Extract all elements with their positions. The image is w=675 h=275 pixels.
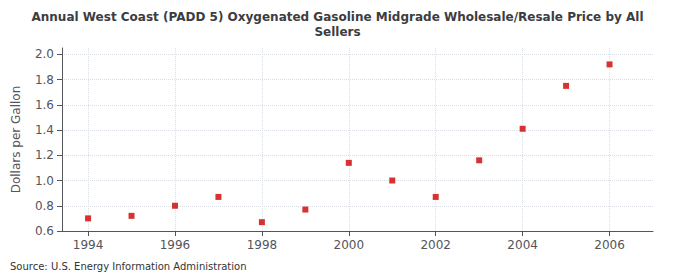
svg-text:1996: 1996	[160, 238, 191, 252]
svg-text:2006: 2006	[594, 238, 625, 252]
svg-text:1998: 1998	[247, 238, 278, 252]
svg-text:Sellers: Sellers	[314, 25, 360, 39]
svg-text:0.8: 0.8	[35, 199, 54, 213]
svg-text:0.6: 0.6	[35, 224, 54, 238]
svg-text:1.0: 1.0	[35, 174, 54, 188]
svg-text:2000: 2000	[334, 238, 365, 252]
svg-text:1.8: 1.8	[35, 73, 54, 87]
svg-text:Source: U.S. Energy Informatio: Source: U.S. Energy Information Administ…	[10, 261, 247, 272]
svg-text:1.4: 1.4	[35, 123, 54, 137]
svg-text:Dollars per Gallon: Dollars per Gallon	[9, 86, 23, 194]
svg-text:2002: 2002	[420, 238, 451, 252]
svg-text:Annual West Coast (PADD 5) Oxy: Annual West Coast (PADD 5) Oxygenated Ga…	[32, 10, 644, 24]
svg-text:1994: 1994	[73, 238, 104, 252]
svg-text:2.0: 2.0	[35, 47, 54, 61]
svg-text:2004: 2004	[507, 238, 538, 252]
svg-text:1.2: 1.2	[35, 148, 54, 162]
svg-text:1.6: 1.6	[35, 98, 54, 112]
